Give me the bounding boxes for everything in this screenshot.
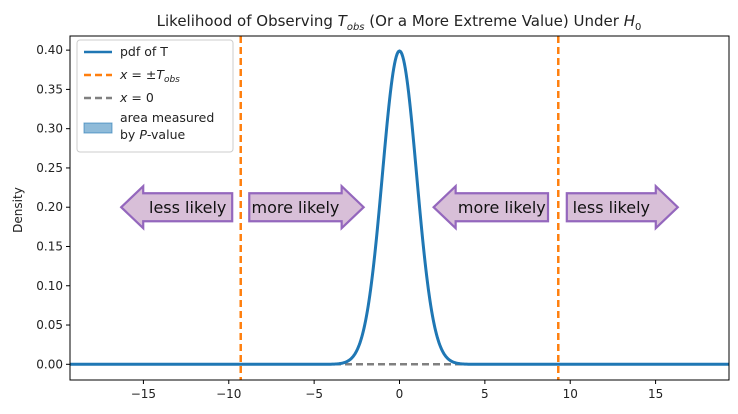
x-tick-label: −10: [216, 387, 241, 401]
annotation-arrow-left: [119, 183, 234, 231]
legend-vline-sub: obs: [164, 75, 180, 85]
legend-hline-label: x = 0: [119, 90, 154, 105]
legend-vline-x: x: [119, 67, 128, 82]
legend-box: [76, 39, 234, 153]
title-prefix: Likelihood of Observing: [157, 12, 338, 30]
legend-area-swatch: [83, 122, 113, 134]
annotation-arrow-right: [248, 183, 366, 231]
y-tick-label: 0.35: [36, 82, 63, 96]
legend-area-p: P: [139, 127, 147, 142]
x-tick-label: 10: [563, 387, 578, 401]
legend-area-label-2: by P-value: [120, 127, 185, 142]
title-h0: H: [624, 12, 635, 30]
annotation-arrow-right: [565, 183, 680, 231]
y-tick-label: 0.30: [36, 122, 63, 136]
y-tick-label: 0.05: [36, 318, 63, 332]
legend-area-value: -value: [147, 127, 186, 142]
y-axis: 0.00 0.05 0.10 0.15 0.20 0.25 0.30 0.35 0.40: [36, 43, 70, 371]
x-tick-label: 0: [396, 387, 404, 401]
annotation-text: less likely: [149, 198, 226, 217]
title-h0-sub: 0: [635, 22, 641, 33]
y-tick-label: 0.25: [36, 161, 63, 175]
x-tick-label: −15: [131, 387, 156, 401]
legend: pdf of T x = ±Tobs x = 0 area measured b…: [76, 39, 234, 153]
y-tick-label: 0.15: [36, 239, 63, 253]
plot-area: [70, 36, 729, 380]
title-tobs: T: [338, 12, 349, 30]
y-tick-label: 0.10: [36, 279, 63, 293]
legend-hline-x: x: [119, 90, 128, 105]
x-tick-label: 15: [648, 387, 663, 401]
chart-title: Likelihood of Observing Tobs (Or a More …: [157, 12, 642, 33]
legend-vline-label: x = ±Tobs: [119, 67, 180, 85]
legend-vline-mid: = ±: [127, 67, 156, 82]
legend-area-by: by: [120, 127, 139, 142]
legend-pdf-label: pdf of T: [120, 44, 168, 59]
y-tick-label: 0.00: [36, 357, 63, 371]
x-tick-label: 5: [481, 387, 489, 401]
pdf-curve: [70, 49, 729, 366]
annotation-arrow-left: [432, 183, 550, 231]
legend-vline-t: T: [156, 67, 165, 82]
annotation-text: less likely: [573, 198, 650, 217]
x-tick-label: −5: [305, 387, 323, 401]
legend-hline-mid: = 0: [127, 90, 153, 105]
annotation-layer: less likely more likely more likely less li…: [119, 183, 680, 231]
y-tick-label: 0.40: [36, 43, 63, 57]
y-tick-label: 0.20: [36, 200, 63, 214]
y-axis-title: Density: [11, 187, 25, 233]
x-axis: −15 −10 −5 0 5 10 15: [131, 380, 663, 401]
title-tobs-sub: obs: [347, 22, 365, 33]
annotation-text: more likely: [458, 198, 546, 217]
title-middle: (Or a More Extreme Value) Under: [365, 12, 624, 30]
legend-area-label-1: area measured: [120, 110, 214, 125]
annotation-text: more likely: [252, 198, 340, 217]
